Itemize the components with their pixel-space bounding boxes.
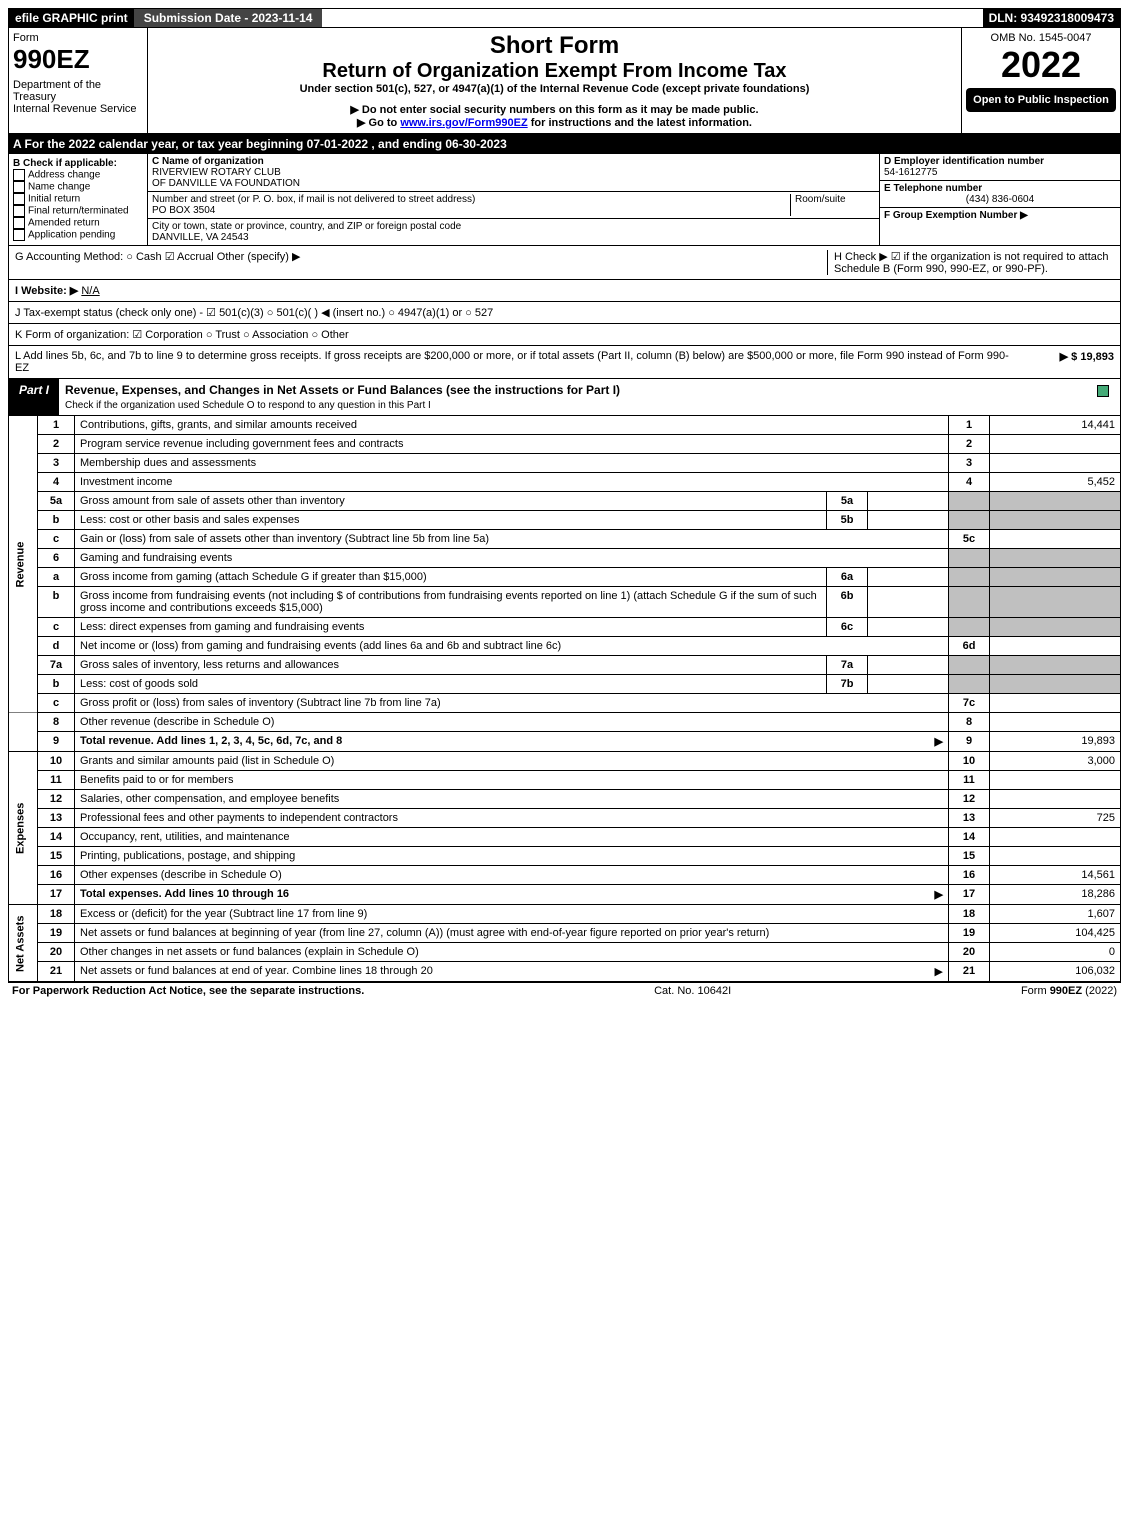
footer-left: For Paperwork Reduction Act Notice, see … [12, 985, 364, 997]
org-name: RIVERVIEW ROTARY CLUB OF DANVILLE VA FOU… [152, 167, 875, 189]
l-text: L Add lines 5b, 6c, and 7b to line 9 to … [15, 350, 1014, 374]
short-form-title: Short Form [152, 32, 957, 60]
col-c: C Name of organization RIVERVIEW ROTARY … [148, 154, 879, 245]
form-code: 990EZ [13, 44, 143, 75]
line-code: 1 [949, 416, 990, 435]
row-j: J Tax-exempt status (check only one) - ☑… [8, 302, 1121, 324]
footer: For Paperwork Reduction Act Notice, see … [8, 982, 1121, 999]
b-item-final[interactable]: Final return/terminated [13, 205, 143, 217]
submission-date: Submission Date - 2023-11-14 [134, 9, 323, 27]
efile-print-label[interactable]: efile GRAPHIC print [9, 9, 134, 27]
city-label: City or town, state or province, country… [152, 221, 875, 232]
ssn-warning: ▶ Do not enter social security numbers o… [152, 103, 957, 116]
row-i: I Website: ▶ N/A [8, 280, 1121, 302]
b-label: B Check if applicable: [13, 158, 143, 169]
open-public-box: Open to Public Inspection [966, 88, 1116, 112]
row-bcdef: B Check if applicable: Address change Na… [8, 154, 1121, 246]
row-gh: G Accounting Method: ○ Cash ☑ Accrual Ot… [8, 246, 1121, 280]
lines-table: Revenue 1 Contributions, gifts, grants, … [8, 416, 1121, 982]
header-center: Short Form Return of Organization Exempt… [148, 28, 961, 133]
l-amount: ▶ $ 19,893 [1014, 350, 1114, 374]
i-label: I Website: ▶ [15, 285, 78, 297]
part1-tab: Part I [9, 379, 59, 415]
goto-post: for instructions and the latest informat… [528, 117, 752, 129]
room-label: Room/suite [790, 194, 875, 216]
side-netassets: Net Assets [9, 905, 38, 982]
h-schedule-b: H Check ▶ ☑ if the organization is not r… [827, 250, 1114, 275]
header-left: Form 990EZ Department of the Treasury In… [9, 28, 148, 133]
section-a-bar: A For the 2022 calendar year, or tax yea… [8, 134, 1121, 154]
goto-line: ▶ Go to www.irs.gov/Form990EZ for instru… [152, 116, 957, 129]
net-assets-end: Net assets or fund balances at end of ye… [75, 962, 949, 982]
b-item-pending[interactable]: Application pending [13, 229, 143, 241]
goto-pre: ▶ Go to [357, 117, 400, 129]
c-label: C Name of organization [152, 156, 875, 167]
dept-label: Department of the Treasury Internal Reve… [13, 79, 143, 115]
total-revenue: Total revenue. Add lines 1, 2, 3, 4, 5c,… [75, 732, 949, 752]
row-k: K Form of organization: ☑ Corporation ○ … [8, 324, 1121, 346]
d-label: D Employer identification number [884, 156, 1116, 167]
street-value: PO BOX 3504 [152, 205, 790, 216]
f-label: F Group Exemption Number ▶ [884, 210, 1116, 221]
b-item-name[interactable]: Name change [13, 181, 143, 193]
footer-mid: Cat. No. 10642I [654, 985, 731, 997]
under-section: Under section 501(c), 527, or 4947(a)(1)… [152, 83, 957, 95]
dln-label: DLN: 93492318009473 [983, 9, 1120, 27]
top-bar: efile GRAPHIC print Submission Date - 20… [8, 8, 1121, 28]
tax-year: 2022 [966, 44, 1116, 86]
footer-right: Form 990EZ (2022) [1021, 985, 1117, 997]
line-value: 14,441 [990, 416, 1121, 435]
goto-link[interactable]: www.irs.gov/Form990EZ [400, 117, 527, 129]
g-accounting: G Accounting Method: ○ Cash ☑ Accrual Ot… [15, 250, 827, 275]
part1-check-o[interactable] [1089, 379, 1120, 415]
line-text: Contributions, gifts, grants, and simila… [75, 416, 949, 435]
lineno: 1 [38, 416, 75, 435]
side-expenses: Expenses [9, 752, 38, 905]
b-item-initial[interactable]: Initial return [13, 193, 143, 205]
street-label: Number and street (or P. O. box, if mail… [152, 194, 790, 205]
form-word: Form [13, 32, 143, 44]
city-value: DANVILLE, VA 24543 [152, 232, 875, 243]
b-item-amended[interactable]: Amended return [13, 217, 143, 229]
total-expenses: Total expenses. Add lines 10 through 16 [75, 885, 949, 905]
part1-header: Part I Revenue, Expenses, and Changes in… [8, 379, 1121, 416]
side-revenue: Revenue [9, 416, 38, 713]
b-item-address[interactable]: Address change [13, 169, 143, 181]
phone-value: (434) 836-0604 [884, 194, 1116, 205]
part1-sub: Check if the organization used Schedule … [65, 400, 431, 411]
website-value: N/A [81, 285, 99, 297]
header-right: OMB No. 1545-0047 2022 Open to Public In… [961, 28, 1120, 133]
form-header: Form 990EZ Department of the Treasury In… [8, 28, 1121, 134]
omb-label: OMB No. 1545-0047 [966, 32, 1116, 44]
return-title: Return of Organization Exempt From Incom… [152, 60, 957, 83]
col-def: D Employer identification number 54-1612… [879, 154, 1120, 245]
col-b: B Check if applicable: Address change Na… [9, 154, 148, 245]
ein-value: 54-1612775 [884, 167, 1116, 178]
part1-title: Revenue, Expenses, and Changes in Net As… [59, 379, 1089, 415]
row-l: L Add lines 5b, 6c, and 7b to line 9 to … [8, 346, 1121, 379]
e-label: E Telephone number [884, 183, 1116, 194]
